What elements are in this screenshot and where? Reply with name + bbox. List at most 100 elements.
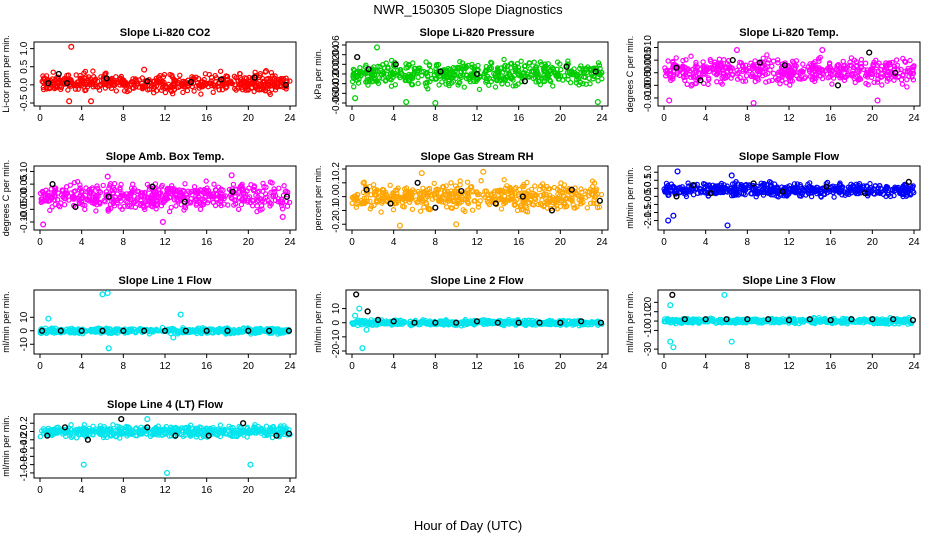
y-tick-label: -0.5 [19,94,30,112]
band-point [262,87,268,94]
band-point [898,66,904,73]
y-tick-label: 0 [331,319,342,325]
band-point [118,198,124,204]
band-point [40,79,46,86]
band-point [63,190,70,196]
y-tick-label: -0.10 [19,210,30,233]
band-point [363,62,369,68]
band-point [212,187,219,193]
band-point [50,69,56,75]
band-point [402,77,409,83]
band-point [743,67,750,73]
band-point [248,181,254,188]
band-point [532,64,539,71]
band-point [469,207,476,213]
band-point [217,68,224,75]
band-point [483,75,490,82]
x-tick-label: 16 [201,113,213,124]
band-point [689,81,695,88]
band-point [101,197,107,204]
y-tick-label: 0.2 [331,162,342,176]
band-point [476,86,483,93]
x-tick-label: 12 [159,113,171,124]
band-point [282,188,288,195]
plot-frame [33,289,297,355]
band-point [720,70,727,77]
outlier-point [105,345,112,352]
band-point [576,82,582,88]
band-point [130,79,136,85]
band-point [595,60,602,66]
band-point [486,82,492,88]
black-point [781,62,788,69]
band-point [232,193,238,200]
band-point [54,196,61,203]
band-point [265,197,271,204]
outlier-point [728,172,735,179]
band-point [861,66,867,73]
y-tick-label: -20 [331,343,342,358]
panel-title: Slope Line 3 Flow [743,275,836,287]
band-point [664,67,670,73]
y-tick-label: 10 [19,311,30,323]
panel-title: Slope Line 1 Flow [119,275,212,287]
y-tick-label: -10 [19,337,30,352]
y-tick-label: 0.04 [331,44,342,64]
band-point [167,87,173,93]
band-point [151,84,157,90]
band-point [871,79,877,86]
x-tick-label: 0 [661,361,667,372]
band-point [96,188,102,194]
band-point [443,81,449,87]
band-point [38,199,44,205]
black-point [49,181,56,188]
y-tick-label: -10 [331,329,342,344]
x-tick-label: 16 [513,113,525,124]
band-point [492,74,499,80]
band-point [386,74,392,80]
x-tick-label: 4 [391,361,397,372]
band-point [900,71,906,78]
band-point [192,189,198,195]
band-point [483,79,489,85]
band-point [149,186,155,193]
black-point [105,193,112,200]
black-point [353,291,360,298]
band-point [57,83,63,90]
outlier-point [363,326,370,333]
band-point [538,75,545,81]
band-point [882,67,889,73]
y-tick-label: 1.0 [19,41,30,55]
band-point [486,64,493,71]
band-point [275,80,282,86]
black-point [181,198,188,205]
y-tick-label: 0.005 [643,47,654,72]
band-point [82,87,88,94]
band-point [39,78,45,85]
band-point [800,61,806,67]
band-point [157,197,163,203]
panel-4: Slope Amb. Box Temp.degrees C per min.0 4… [1,151,297,248]
band-point [700,59,706,65]
band-point [740,63,746,70]
band-point [667,70,673,77]
black-point [892,69,899,76]
band-point [258,202,265,209]
band-point [184,87,191,94]
x-tick-label: 8 [121,237,127,248]
band-point [792,65,798,71]
plot-frame [657,165,921,231]
band-point [237,77,244,83]
band-point [670,59,676,66]
outlier-point [396,222,403,229]
band-point [52,189,58,195]
band-point [251,88,257,95]
band-point [185,200,191,206]
x-tick-label: 4 [703,361,709,372]
black-point [354,53,361,61]
band-point [379,71,385,78]
band-point [798,70,804,77]
band-point [813,65,820,71]
black-point [414,179,421,186]
